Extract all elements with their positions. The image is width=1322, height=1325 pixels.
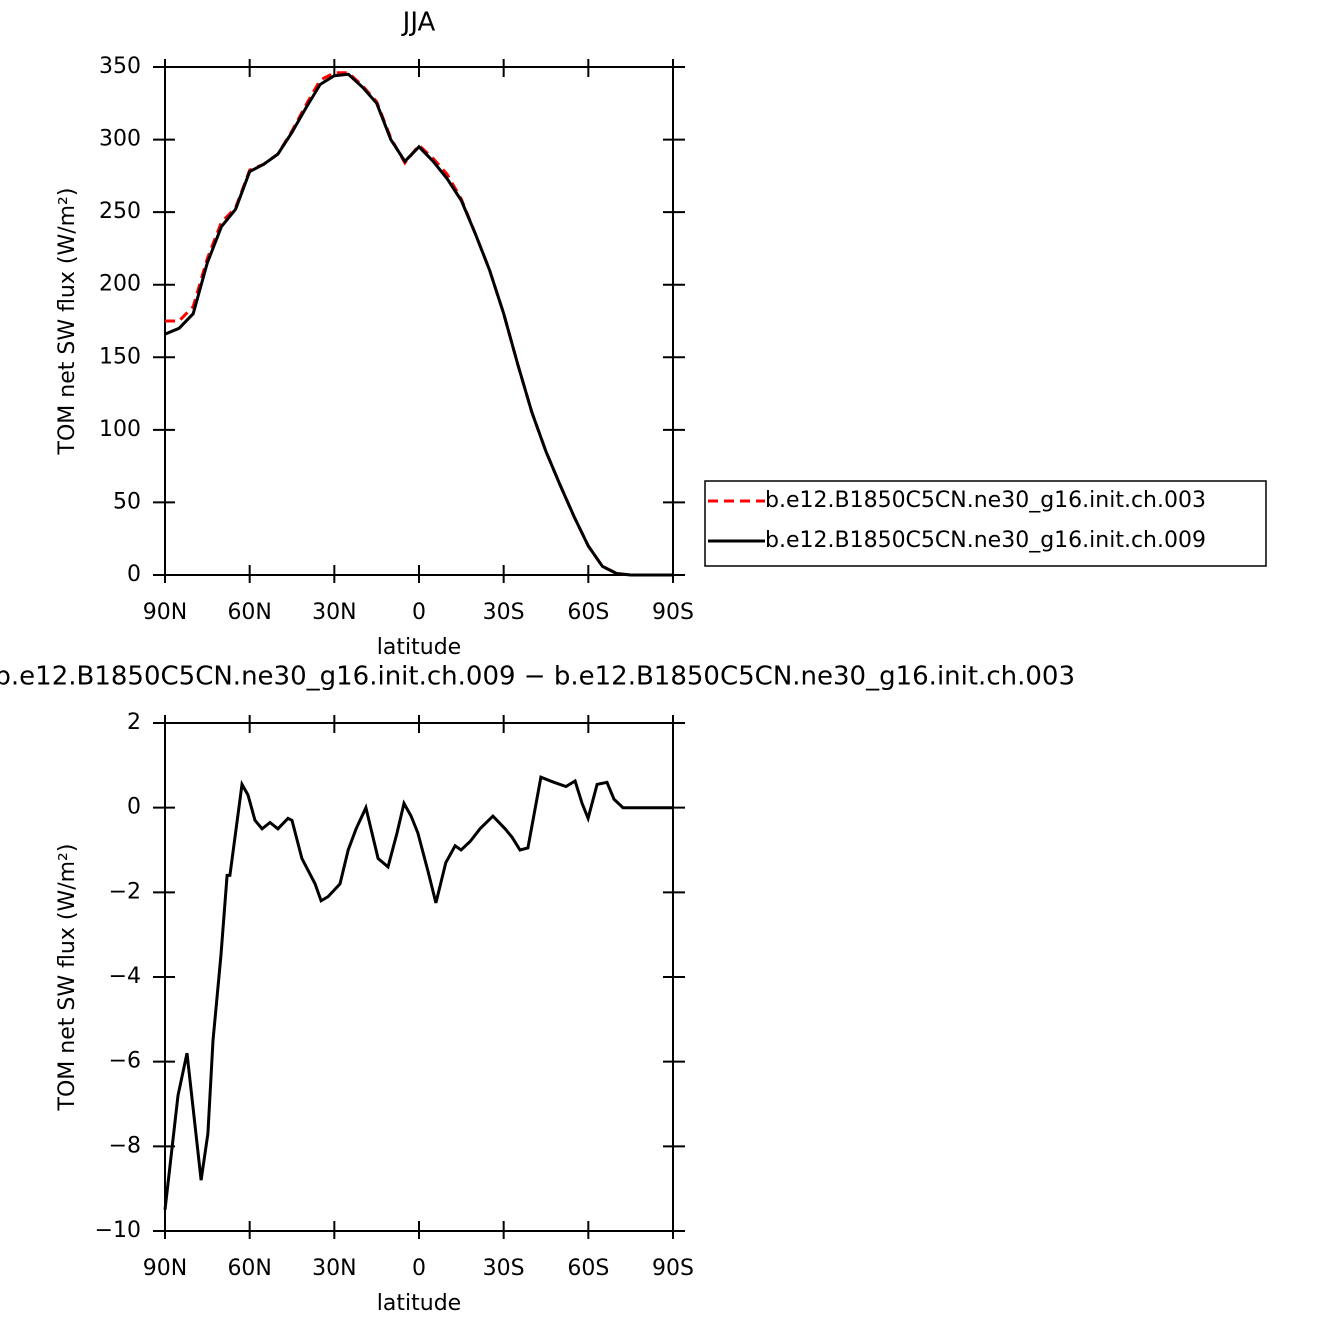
y-tick-label: 350	[99, 54, 141, 79]
y-tick-label: −8	[109, 1133, 141, 1158]
y-axis-label: TOM net SW flux (W/m²)	[55, 844, 80, 1112]
legend-label: b.e12.B1850C5CN.ne30_g16.init.ch.009	[765, 528, 1206, 553]
y-tick-label: 250	[99, 199, 141, 224]
x-tick-label: 0	[412, 1256, 426, 1281]
y-tick-label: 150	[99, 344, 141, 369]
x-tick-label: 60N	[227, 600, 271, 625]
x-tick-label: 30S	[483, 600, 525, 625]
data-line	[164, 72, 673, 577]
y-tick-label: 300	[99, 127, 141, 152]
y-tick-label: −6	[109, 1049, 141, 1074]
x-tick-label: 30S	[483, 1256, 525, 1281]
y-tick-label: 100	[99, 417, 141, 442]
legend-label: b.e12.B1850C5CN.ne30_g16.init.ch.003	[765, 488, 1206, 513]
y-axis-label: TOM net SW flux (W/m²)	[55, 188, 80, 456]
x-tick-label: 90S	[652, 600, 694, 625]
chart-title: JJA	[401, 8, 436, 38]
x-tick-label: 60S	[567, 600, 609, 625]
y-tick-label: 2	[127, 710, 141, 735]
x-axis-label: latitude	[377, 635, 461, 660]
x-tick-label: 90N	[143, 1256, 187, 1281]
data-line	[163, 775, 673, 1210]
y-tick-label: 50	[113, 489, 141, 514]
x-tick-label: 30N	[312, 1256, 356, 1281]
x-tick-label: 60S	[567, 1256, 609, 1281]
x-axis-label: latitude	[377, 1291, 461, 1316]
y-tick-label: −10	[95, 1218, 141, 1243]
chart-title: b.e12.B1850C5CN.ne30_g16.init.ch.009 − b…	[0, 662, 1075, 692]
plot-frame	[164, 66, 674, 576]
legend-box	[704, 480, 1267, 567]
plot-frame	[164, 722, 674, 1232]
x-tick-label: 60N	[227, 1256, 271, 1281]
x-tick-label: 90S	[652, 1256, 694, 1281]
y-tick-label: −2	[109, 879, 141, 904]
x-tick-label: 30N	[312, 600, 356, 625]
y-tick-label: −4	[109, 964, 141, 989]
x-tick-label: 0	[412, 600, 426, 625]
x-tick-label: 90N	[143, 600, 187, 625]
y-tick-label: 200	[99, 272, 141, 297]
y-tick-label: 0	[127, 795, 141, 820]
y-tick-label: 0	[127, 562, 141, 587]
